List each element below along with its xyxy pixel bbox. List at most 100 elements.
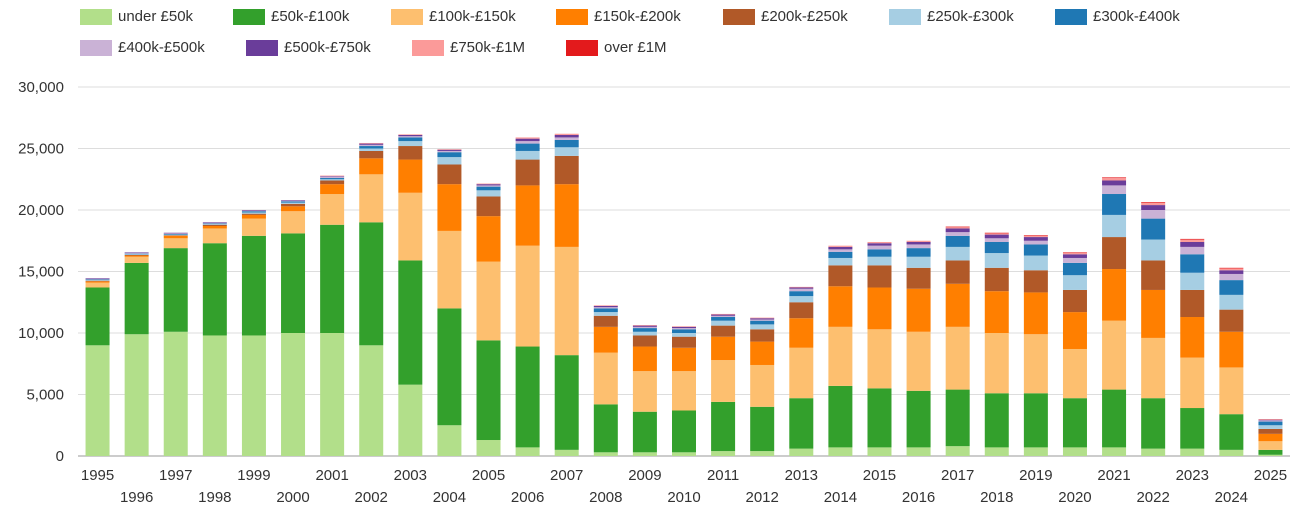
bar-segment	[1023, 235, 1048, 238]
bar-segment	[1062, 447, 1087, 456]
bar-segment	[906, 248, 931, 257]
bar-segment	[1062, 262, 1087, 276]
legend-swatch	[80, 39, 112, 56]
bar-segment	[672, 347, 696, 372]
bar-segment	[1141, 260, 1166, 290]
bar-segment	[984, 232, 1009, 234]
bar-segment	[437, 150, 462, 153]
bar-segment	[1219, 280, 1244, 295]
legend-swatch	[889, 8, 921, 25]
bar-segment	[1062, 254, 1087, 258]
bar-segment	[789, 398, 814, 449]
legend-item[interactable]: £400k-£500k	[80, 39, 205, 56]
bar-segment	[359, 142, 384, 144]
bar-segment	[945, 326, 970, 390]
bar-segment	[1258, 421, 1283, 426]
bar-segment	[632, 326, 657, 329]
bar-segment	[984, 238, 1009, 242]
bar-segment	[320, 180, 345, 185]
bar-segment	[398, 384, 423, 456]
legend-item[interactable]: over £1M	[566, 39, 667, 56]
bar-segment	[867, 249, 892, 257]
bar-segment	[515, 346, 540, 448]
x-tick-label: 2005	[472, 467, 505, 484]
bar-segment	[281, 200, 306, 202]
bar-segment	[789, 291, 814, 297]
bar-segment	[867, 256, 892, 266]
bar-segment	[202, 335, 227, 456]
x-tick-label: 2025	[1254, 467, 1287, 484]
bar-segment	[1258, 441, 1283, 450]
bar-segment	[515, 245, 540, 347]
bar-segment	[437, 425, 462, 456]
bar-segment	[476, 261, 501, 341]
bar-segment	[789, 296, 814, 303]
bar-segment	[1219, 331, 1244, 368]
x-tick-label: 2003	[394, 467, 427, 484]
bar-segment	[437, 152, 462, 158]
legend-item[interactable]: £100k-£150k	[391, 8, 516, 25]
bar-segment	[867, 241, 892, 244]
bar-segment	[632, 335, 657, 347]
legend-item[interactable]: £200k-£250k	[723, 8, 848, 25]
bar-segment	[437, 149, 462, 150]
bar-segment	[85, 281, 110, 283]
legend-item[interactable]: £500k-£750k	[246, 39, 371, 56]
bar-segment	[1219, 270, 1244, 274]
bar-segment	[1102, 269, 1127, 321]
bar-segment	[867, 287, 892, 330]
bar-segment	[1023, 244, 1048, 256]
bar-segment	[672, 326, 696, 327]
bar-segment	[984, 233, 1009, 235]
legend-item[interactable]: £250k-£300k	[889, 8, 1014, 25]
bar-segment	[1141, 218, 1166, 240]
bar-segment	[359, 150, 384, 159]
bar-segment	[1180, 448, 1205, 456]
bar-segment	[593, 326, 618, 353]
bar-segment	[476, 183, 501, 185]
x-tick-label: 2022	[1136, 489, 1169, 506]
bar-segment	[281, 202, 306, 204]
bar-segment	[320, 224, 345, 333]
legend-item[interactable]: £150k-£200k	[556, 8, 681, 25]
bar-segment	[1102, 185, 1127, 195]
bar-segment	[281, 233, 306, 333]
bar-segment	[867, 388, 892, 448]
legend-label: £250k-£300k	[927, 8, 1014, 25]
bar-segment	[593, 352, 618, 405]
legend-item[interactable]: under £50k	[80, 8, 193, 25]
x-tick-label: 2007	[550, 467, 583, 484]
bar-segment	[945, 226, 970, 228]
bar-segment	[359, 158, 384, 175]
bar-segment	[1180, 272, 1205, 290]
bar-segment	[593, 307, 618, 309]
bar-segment	[1219, 268, 1244, 271]
legend-item[interactable]: £300k-£400k	[1055, 8, 1180, 25]
bar-segment	[711, 314, 736, 316]
bar-segment	[398, 134, 423, 135]
bar-segment	[85, 282, 110, 288]
bar-segment	[476, 190, 501, 197]
bar-segment	[1180, 246, 1205, 255]
y-tick-label: 15,000	[18, 264, 64, 281]
legend-label: £400k-£500k	[118, 39, 205, 56]
bar-segment	[241, 213, 266, 215]
bar-segment	[241, 211, 266, 213]
bar-segment	[828, 265, 853, 287]
bar-segment	[202, 224, 227, 225]
x-tick-label: 2011	[707, 467, 739, 484]
bar-segment	[163, 238, 188, 249]
legend-swatch	[556, 8, 588, 25]
bar-segment	[593, 305, 618, 306]
legend-label: £100k-£150k	[429, 8, 516, 25]
bar-segment	[1180, 238, 1205, 240]
legend-item[interactable]: £750k-£1M	[412, 39, 525, 56]
bar-segment	[241, 212, 266, 214]
legend-item[interactable]: £50k-£100k	[233, 8, 349, 25]
bar-segment	[632, 452, 657, 456]
bar-segment	[711, 320, 736, 326]
bar-segment	[789, 288, 814, 292]
bar-segment	[632, 331, 657, 336]
bar-segment	[359, 222, 384, 346]
bar-segment	[85, 345, 110, 456]
